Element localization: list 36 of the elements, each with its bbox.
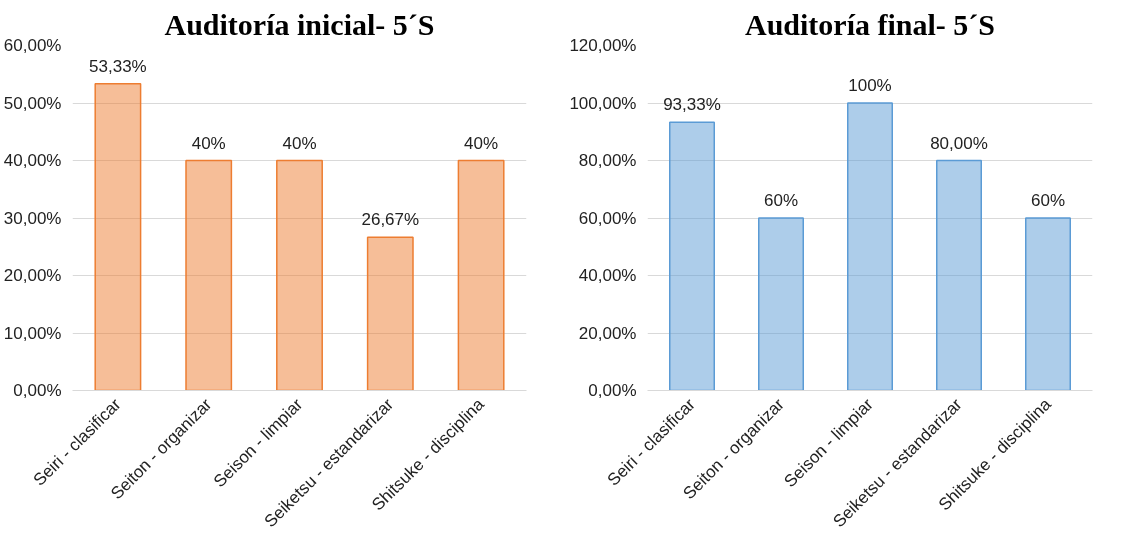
bar <box>1025 217 1071 391</box>
bar <box>669 121 715 391</box>
y-tick-label: 50,00% <box>3 93 62 113</box>
y-tick-label: 60,00% <box>578 208 637 228</box>
y-tick-label: 30,00% <box>3 208 62 228</box>
data-label: 60% <box>1030 191 1066 210</box>
y-tick-label: 100,00% <box>569 93 637 113</box>
bar <box>758 217 804 391</box>
y-tick-label: 0,00% <box>588 381 637 400</box>
data-label: 26,67% <box>361 210 420 230</box>
y-tick-label: 20,00% <box>578 323 637 343</box>
data-label: 100% <box>848 76 892 95</box>
y-tick-label: 80,00% <box>578 151 637 170</box>
data-label: 80,00% <box>930 133 988 153</box>
chart-title: Auditoría inicial- 5´S <box>164 7 435 41</box>
data-label: 93,33% <box>663 95 721 115</box>
y-tick-label: 10,00% <box>3 323 62 343</box>
bar <box>847 102 893 391</box>
y-tick-label: 40,00% <box>578 266 637 285</box>
data-label: 40% <box>191 133 226 153</box>
bar <box>457 159 505 391</box>
data-label: 53,33% <box>89 56 147 76</box>
bar <box>276 159 323 391</box>
y-tick-label: 20,00% <box>3 266 62 285</box>
bar <box>94 83 142 391</box>
y-tick-label: 0,00% <box>13 381 62 400</box>
y-tick-label: 40,00% <box>3 151 62 170</box>
data-label: 40% <box>282 133 317 153</box>
data-label: 40% <box>464 133 499 153</box>
data-label: 60% <box>763 191 799 210</box>
bar <box>185 159 233 391</box>
bar <box>936 159 982 391</box>
y-tick-label: 60,00% <box>3 36 62 55</box>
chart-title: Auditoría final- 5´S <box>744 7 996 41</box>
bar <box>366 236 414 391</box>
y-tick-label: 120,00% <box>569 36 637 55</box>
